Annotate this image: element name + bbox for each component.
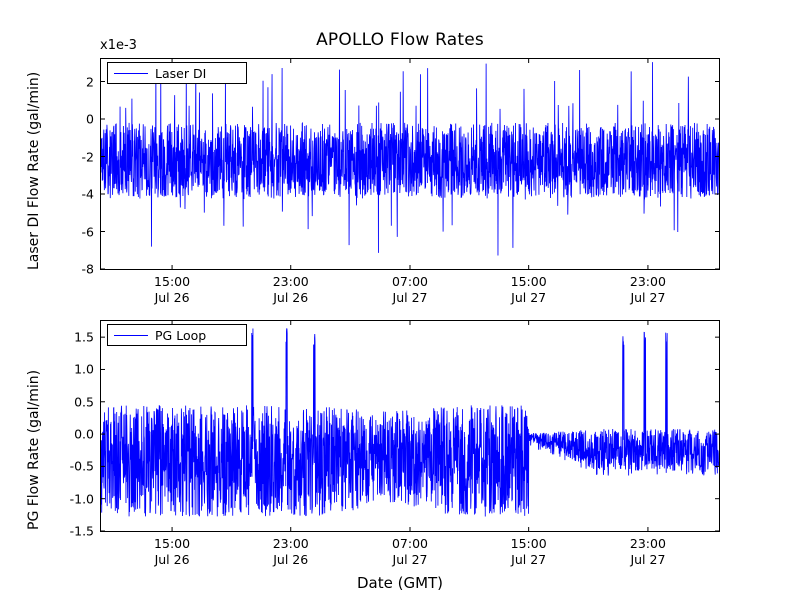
x-tick-label-time: 23:00 bbox=[629, 274, 666, 289]
pg-loop-legend: PG Loop bbox=[107, 324, 247, 346]
x-tick-label-date: Jul 27 bbox=[392, 290, 428, 305]
x-tick-label-time: 07:00 bbox=[391, 536, 429, 551]
x-tick-label-time: 23:00 bbox=[272, 274, 309, 289]
laser-di-plot-area bbox=[100, 58, 720, 270]
y-tick-label: 2 bbox=[86, 74, 94, 89]
x-tick-label-date: Jul 26 bbox=[154, 290, 190, 305]
x-tick-label-time: 15:00 bbox=[154, 536, 191, 551]
x-tick-label-time: 23:00 bbox=[629, 536, 666, 551]
legend-label-pg-loop: PG Loop bbox=[155, 327, 207, 343]
x-tick-label-time: 15:00 bbox=[510, 274, 547, 289]
x-tick-label-time: 07:00 bbox=[391, 274, 429, 289]
y-tick-label: -6 bbox=[81, 224, 94, 239]
y-tick-label: -1.5 bbox=[69, 523, 94, 539]
x-tick-label-time: 23:00 bbox=[272, 536, 309, 551]
x-tick-label-date: Jul 27 bbox=[630, 290, 666, 305]
y-tick-label: -4 bbox=[81, 186, 94, 202]
y-tick-label: 0 bbox=[86, 111, 94, 127]
y-tick-label: 0.5 bbox=[74, 394, 94, 410]
y-tick-label: -2 bbox=[81, 149, 94, 164]
laser-di-data-line bbox=[101, 59, 719, 269]
y-tick-label: -0.5 bbox=[69, 458, 94, 474]
y-tick-label: -8 bbox=[81, 261, 94, 277]
legend-label-laser-di: Laser DI bbox=[155, 65, 207, 81]
x-tick-label-date: Jul 27 bbox=[630, 552, 666, 567]
y-tick-label: -1.0 bbox=[69, 491, 94, 507]
y-tick-label: 1.5 bbox=[74, 329, 94, 345]
laser-di-legend: Laser DI bbox=[107, 62, 247, 84]
pg-loop-y-axis-label: PG Flow Rate (gal/min) bbox=[26, 369, 42, 530]
x-tick-label-time: 15:00 bbox=[510, 536, 547, 551]
pg-loop-plot-area bbox=[100, 320, 720, 532]
x-tick-label-date: Jul 26 bbox=[273, 552, 309, 567]
y-tick-label: 0.0 bbox=[74, 426, 94, 442]
x-tick-label-date: Jul 27 bbox=[511, 552, 547, 567]
x-tick-label-time: 15:00 bbox=[154, 274, 191, 289]
y-tick-label: 1.0 bbox=[74, 361, 94, 377]
pg-loop-data-line bbox=[101, 321, 719, 531]
legend-line-icon bbox=[114, 334, 148, 336]
laser-di-y-axis-label: Laser DI Flow Rate (gal/min) bbox=[26, 71, 42, 270]
x-tick-label-date: Jul 27 bbox=[392, 552, 428, 567]
x-tick-label-date: Jul 27 bbox=[511, 290, 547, 305]
x-tick-label-date: Jul 26 bbox=[273, 290, 309, 305]
x-axis-label: Date (GMT) bbox=[356, 574, 444, 592]
legend-line-icon bbox=[114, 72, 148, 74]
y-axis-exponent-label: x1e-3 bbox=[100, 38, 137, 53]
figure-title: APOLLO Flow Rates bbox=[316, 30, 484, 50]
x-tick-label-date: Jul 26 bbox=[154, 552, 190, 567]
